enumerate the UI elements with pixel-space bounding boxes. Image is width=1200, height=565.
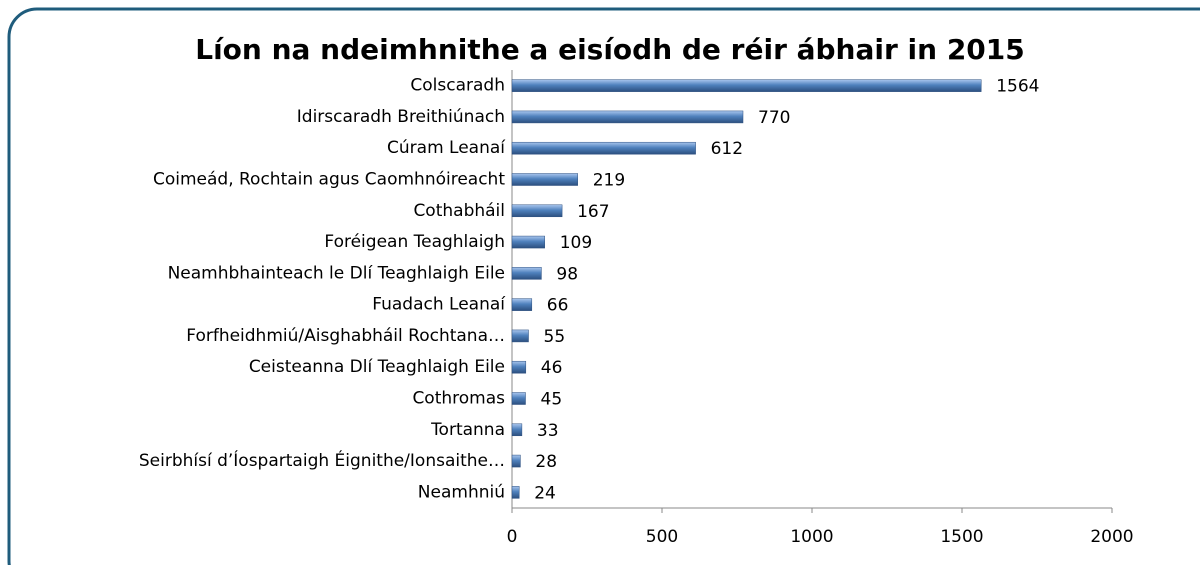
x-tick-label: 1500 bbox=[940, 527, 983, 547]
bar bbox=[511, 392, 526, 405]
value-label: 98 bbox=[556, 264, 578, 284]
y-tick-label: Idirscaradh Breithiúnach bbox=[297, 107, 505, 127]
value-label: 109 bbox=[560, 233, 592, 253]
y-tick-label: Neamhniú bbox=[418, 482, 505, 502]
value-label: 66 bbox=[547, 296, 569, 316]
bar bbox=[511, 486, 520, 499]
x-tick-label: 500 bbox=[646, 527, 678, 547]
y-tick-label: Foréigean Teaghlaigh bbox=[324, 232, 505, 252]
bar bbox=[511, 79, 982, 92]
value-label: 33 bbox=[537, 421, 559, 441]
y-tick-label: Seirbhísí d’Íospartaigh Éignithe/Ionsait… bbox=[139, 449, 505, 471]
value-label: 770 bbox=[758, 108, 790, 128]
value-label: 24 bbox=[534, 483, 556, 503]
value-label: 46 bbox=[541, 358, 563, 378]
bar bbox=[511, 110, 744, 124]
value-label: 28 bbox=[535, 452, 557, 472]
y-tick-label: Colscaradh bbox=[410, 76, 505, 96]
bar bbox=[511, 267, 542, 280]
y-tick-label: Ceisteanna Dlí Teaghlaigh Eile bbox=[249, 357, 505, 377]
value-label: 612 bbox=[711, 139, 743, 159]
y-tick-label: Tortanna bbox=[430, 420, 505, 440]
bar bbox=[511, 204, 563, 218]
chart-title: Líon na ndeimhnithe a eisíodh de réir áb… bbox=[195, 33, 1025, 66]
y-tick-label: Forfheidhmiú/Aisghabháil Rochtana… bbox=[186, 326, 505, 346]
x-tick-label: 1000 bbox=[790, 527, 833, 547]
bar bbox=[511, 329, 529, 343]
value-label: 1564 bbox=[996, 77, 1039, 97]
y-tick-label: Coimeád, Rochtain agus Caomhnóireacht bbox=[153, 170, 505, 190]
value-label: 219 bbox=[593, 171, 625, 191]
y-tick-label: Cothromas bbox=[412, 389, 505, 409]
y-tick-label: Cúram Leanaí bbox=[387, 138, 506, 158]
y-tick-label: Fuadach Leanaí bbox=[372, 295, 506, 315]
bar bbox=[511, 360, 527, 374]
bar bbox=[511, 141, 696, 155]
value-label: 45 bbox=[541, 390, 563, 410]
bar bbox=[511, 454, 521, 468]
y-tick-label: Cothabháil bbox=[413, 201, 505, 221]
bar bbox=[511, 173, 578, 186]
value-label: 55 bbox=[544, 327, 566, 347]
bar bbox=[511, 235, 545, 249]
bar bbox=[511, 298, 533, 311]
bar bbox=[511, 423, 523, 437]
value-label: 167 bbox=[577, 202, 609, 222]
frame bbox=[7, 7, 1200, 565]
y-tick-label: Neamhbhainteach le Dlí Teaghlaigh Eile bbox=[168, 263, 505, 283]
x-tick-label: 0 bbox=[507, 527, 518, 547]
x-tick-label: 2000 bbox=[1090, 527, 1133, 547]
